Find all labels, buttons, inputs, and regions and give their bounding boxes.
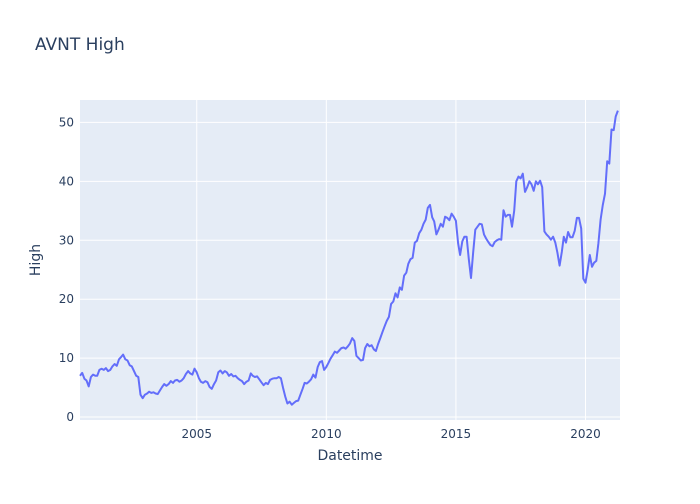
- x-axis-title: Datetime: [317, 448, 382, 464]
- y-tick-label: 20: [59, 292, 74, 306]
- x-tick-label: 2015: [441, 427, 472, 441]
- y-tick-label: 0: [66, 410, 74, 424]
- x-tick-label: 2005: [181, 427, 212, 441]
- x-tick-label: 2010: [311, 427, 342, 441]
- y-tick-label: 10: [59, 351, 74, 365]
- plot-area: [80, 100, 620, 420]
- series-line-high: [79, 110, 619, 406]
- chart-title: AVNT High: [35, 35, 125, 55]
- tick-labels: 0 10 20 30 40 50 2005 2010 2015 2020: [59, 115, 601, 441]
- x-tick-label: 2020: [570, 427, 601, 441]
- y-tick-label: 50: [59, 115, 74, 129]
- y-tick-label: 30: [59, 233, 74, 247]
- grid-lines: [80, 100, 620, 420]
- y-axis-title: High: [28, 244, 44, 276]
- y-tick-label: 40: [59, 174, 74, 188]
